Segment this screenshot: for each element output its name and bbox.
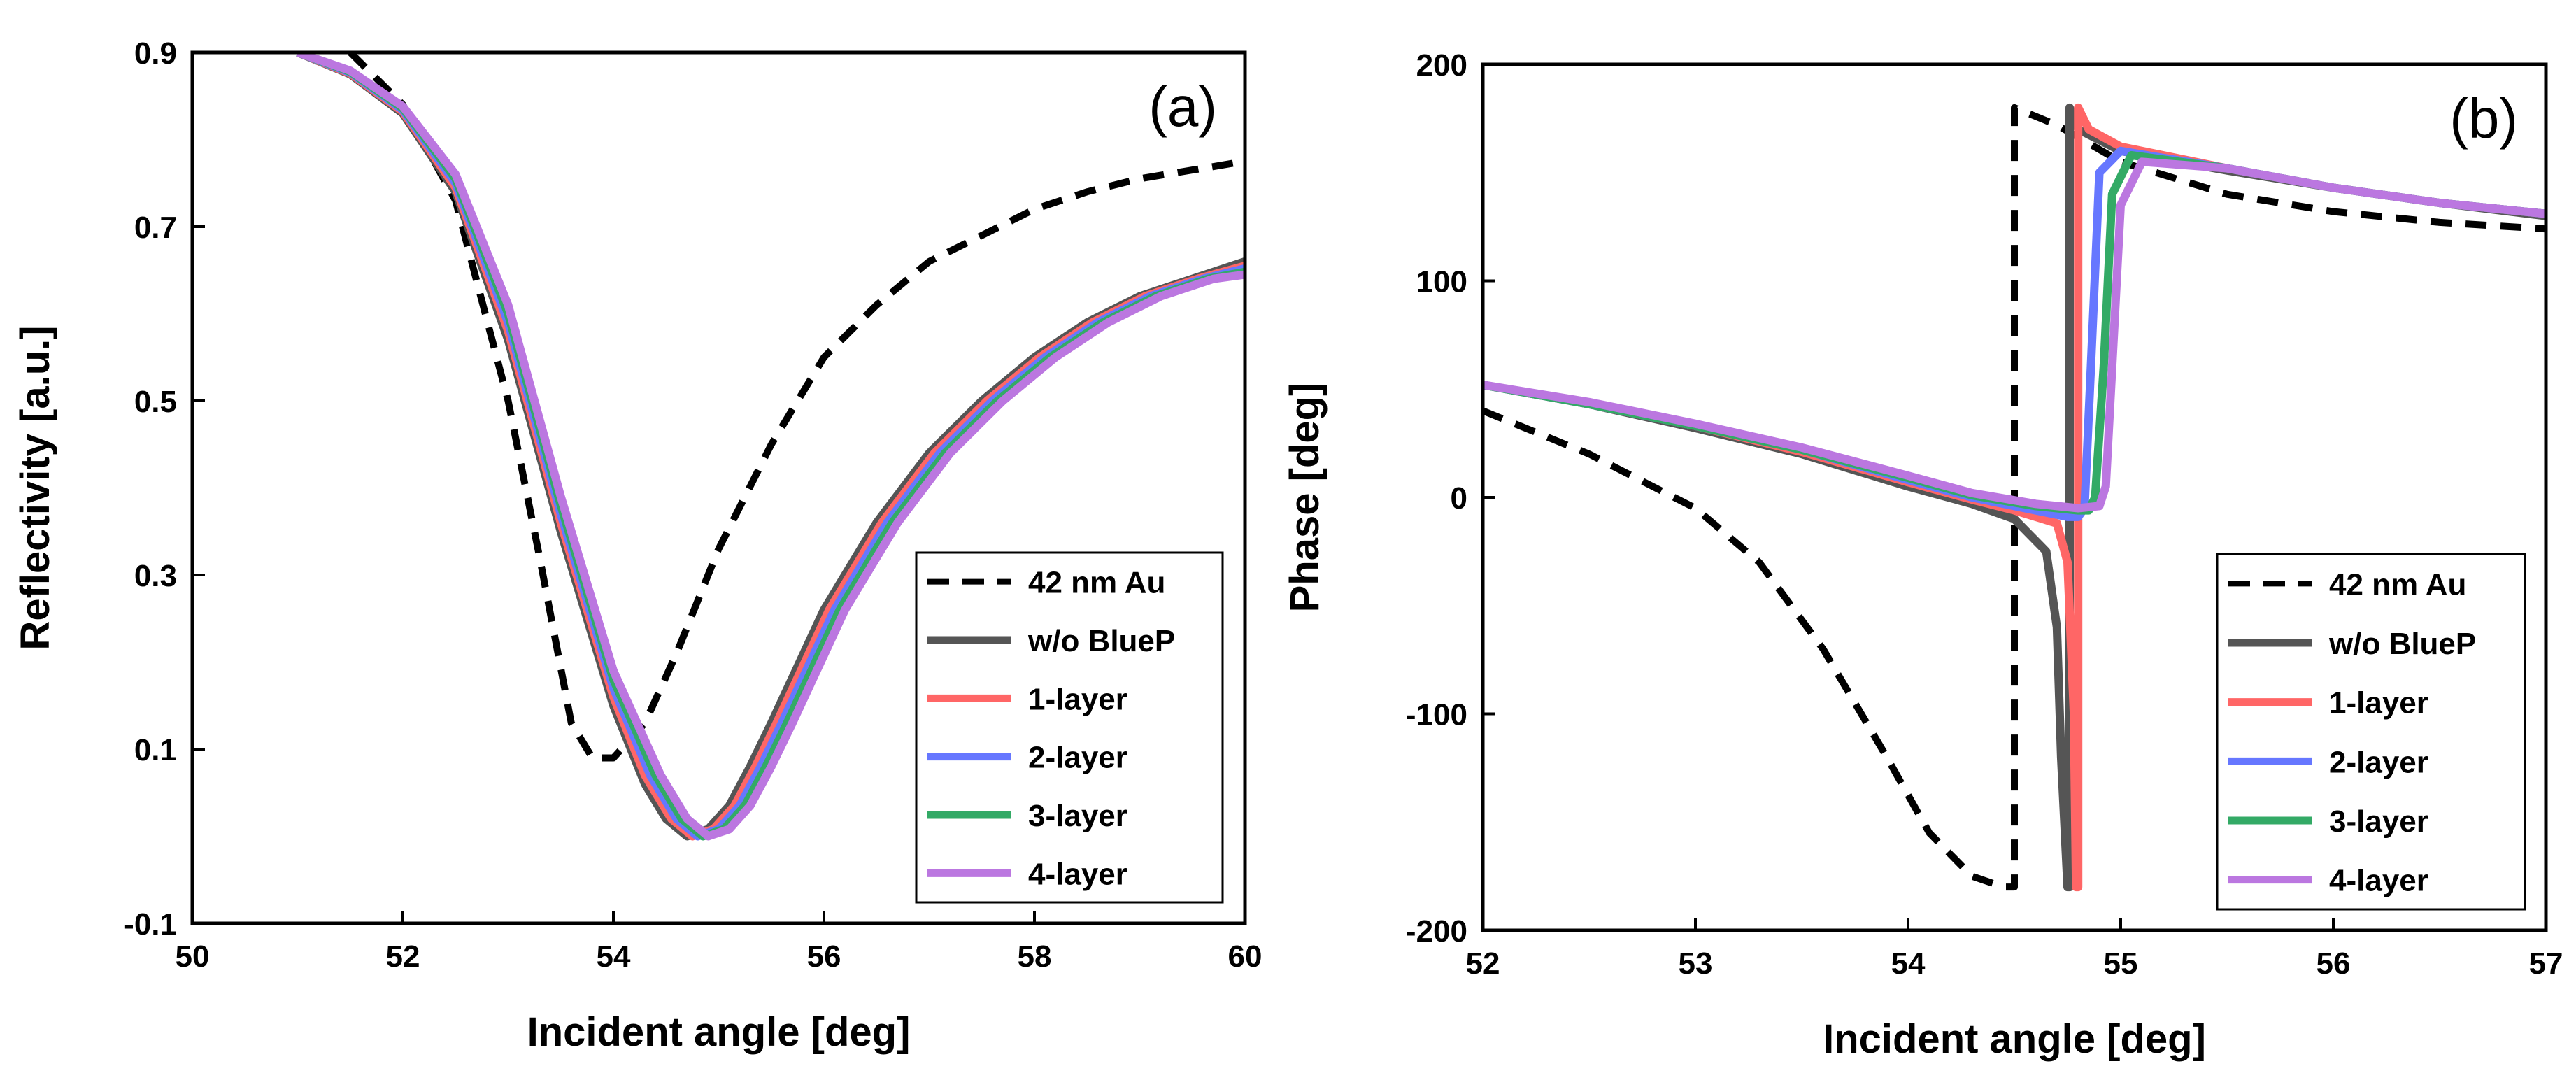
panel-b-x-tick-label: 52 xyxy=(1466,946,1500,981)
panel-b-series-4-layer xyxy=(1483,157,2546,513)
panel-a-x-ticks: 50 52 54 56 58 60 xyxy=(176,911,1262,974)
panel-a-legend-label-42-nm-au: 42 nm Au xyxy=(1028,566,1165,600)
panel-b-y-tick-label: -100 xyxy=(1406,698,1467,732)
panel-a-legend-box xyxy=(915,551,1224,904)
panel-a-x-tick-label: 50 xyxy=(176,939,210,974)
panel-a-x-tick-label: 56 xyxy=(807,939,841,974)
panel-a-y-tick-label: 0.7 xyxy=(134,211,177,245)
panel-b-legend-label-3-layer: 3-layer xyxy=(2329,804,2428,839)
panel-b-legend-label-4-layer: 4-layer xyxy=(2329,864,2428,898)
panel-b-legend-label-42-nm-au: 42 nm Au xyxy=(2329,567,2466,602)
panel-a-x-tick-label: 58 xyxy=(1018,939,1052,974)
panel-a-y-tick-label: 0.1 xyxy=(134,733,177,767)
panel-a-x-tick-label: 60 xyxy=(1228,939,1262,974)
panel-b-series-42-nm-au xyxy=(1483,104,2546,891)
panel-b-label: (b) xyxy=(2449,87,2518,150)
panel-b-x-tick-label: 54 xyxy=(1891,946,1926,981)
panel-a-series-4-layer xyxy=(296,52,1245,841)
panel-a-series-layer xyxy=(296,52,1245,841)
panel-a-y-axis-title: Reflectivity [a.u.] xyxy=(13,325,58,650)
panel-b-y-tick-label: 0 xyxy=(1451,481,1467,516)
panel-b-legend-label-1-layer: 1-layer xyxy=(2329,686,2428,720)
panel-a-series-42-nm-au xyxy=(348,52,1245,762)
panel-a-legend-label-2-layer: 2-layer xyxy=(1028,741,1127,775)
panel-b-series-layer xyxy=(1483,103,2546,892)
panel-a-legend-label-1-layer: 1-layer xyxy=(1028,682,1127,716)
panel-a-y-tick-label: -0.1 xyxy=(124,907,177,942)
panel-a-y-tick-label: 0.9 xyxy=(134,36,177,71)
panel-a-x-axis-title: Incident angle [deg] xyxy=(527,1009,911,1055)
panel-b-plot-frame xyxy=(1481,62,2548,932)
panel-a-legend: 42 nm Au w/o BlueP 1-layer 2-layer 3-layer 4-… xyxy=(915,551,1224,904)
panel-a-label: (a) xyxy=(1148,76,1217,138)
panel-b-y-tick-label: -200 xyxy=(1406,914,1467,949)
panel-b-legend-label-2-layer: 2-layer xyxy=(2329,745,2428,779)
panel-a-y-tick-label: 0.3 xyxy=(134,559,177,593)
panel-b-x-tick-label: 55 xyxy=(2104,946,2138,981)
panel-a-x-tick-label: 54 xyxy=(597,939,631,974)
panel-a-y-tick-label: 0.5 xyxy=(134,385,177,419)
panel-b-x-tick-label: 57 xyxy=(2529,946,2563,981)
panel-a-legend-label-w-o-bluep: w/o BlueP xyxy=(1027,624,1175,658)
panel-b-x-axis-title: Incident angle [deg] xyxy=(1823,1016,2206,1062)
panel-b-x-tick-label: 53 xyxy=(1679,946,1713,981)
panel-b-legend-box xyxy=(2216,553,2526,911)
panel-a-plot-frame xyxy=(190,50,1247,925)
panel-b-legend: 42 nm Au w/o BlueP 1-layer 2-layer 3-layer 4-… xyxy=(2216,553,2526,911)
panel-a-x-tick-label: 52 xyxy=(386,939,420,974)
panel-b-x-ticks: 52 53 54 55 56 57 xyxy=(1466,918,2563,981)
panel-b-y-ticks: -200 -100 0 100 200 xyxy=(1406,48,1495,949)
panel-b-y-tick-label: 100 xyxy=(1416,265,1467,299)
panel-b-legend-label-w-o-bluep: w/o BlueP xyxy=(2328,627,2476,661)
panel-a-legend-label-3-layer: 3-layer xyxy=(1028,799,1127,833)
panel-a-legend-label-4-layer: 4-layer xyxy=(1028,857,1127,891)
panel-b-y-axis-title: Phase [deg] xyxy=(1282,383,1328,613)
panel-b-x-tick-label: 56 xyxy=(2317,946,2351,981)
panel-b-y-tick-label: 200 xyxy=(1416,48,1467,83)
panel-b-phase-chart: 52 53 54 55 56 57 -200 -100 0 100 200 (b) Inciden… xyxy=(1282,48,2563,1062)
panel-a-reflectivity-chart: 50 52 54 56 58 60 -0.1 0.1 0.3 0.5 0.7 0.9 (a) Inc… xyxy=(13,36,1262,1055)
panel-a-y-ticks: -0.1 0.1 0.3 0.5 0.7 0.9 xyxy=(124,36,205,942)
